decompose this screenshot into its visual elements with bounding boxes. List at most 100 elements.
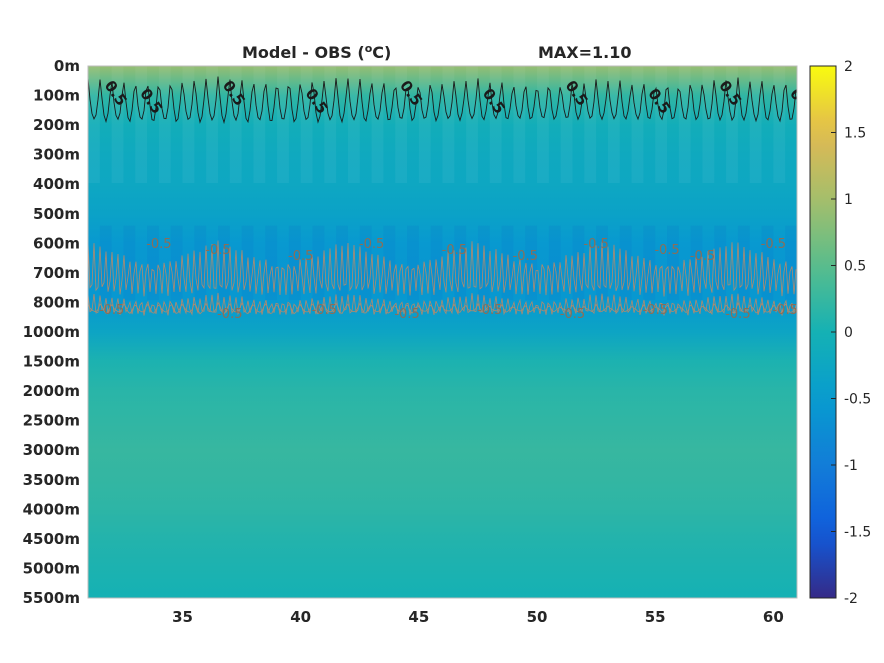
y-tick-label: 200m xyxy=(33,116,80,134)
season-stripe xyxy=(631,66,644,184)
season-stripe xyxy=(714,225,727,301)
season-stripe xyxy=(395,66,408,184)
season-stripe xyxy=(288,225,301,301)
y-tick-label: 3000m xyxy=(23,441,80,459)
contour-label-negative: -0.5 xyxy=(99,303,124,318)
season-stripe xyxy=(454,225,467,301)
season-stripe xyxy=(513,66,526,184)
y-tick-label: 4000m xyxy=(23,500,80,518)
x-axis-ticks: 35 40 45 50 55 60 xyxy=(172,608,784,626)
season-stripe xyxy=(560,66,573,184)
contour-label-negative: -0.5 xyxy=(560,307,585,322)
colorbar-tick-label: 2 xyxy=(844,59,853,75)
season-stripe xyxy=(477,225,490,301)
season-stripe xyxy=(158,66,171,184)
contour-label-negative: -0.5 xyxy=(394,307,419,322)
y-tick-label: 100m xyxy=(33,87,80,105)
season-stripe xyxy=(265,225,278,301)
colorbar-tick-label: 1 xyxy=(844,192,853,208)
season-stripe xyxy=(418,66,431,184)
contour-label-negative: -0.5 xyxy=(725,307,750,322)
contour-label-negative: -0.5 xyxy=(761,237,786,252)
season-stripe xyxy=(371,66,384,184)
season-stripe xyxy=(596,225,608,301)
y-tick-label: 0m xyxy=(54,57,80,75)
colorbar-tick-label: -2 xyxy=(844,591,858,607)
contour-label-negative: -0.5 xyxy=(217,307,242,322)
season-stripe xyxy=(300,66,313,184)
season-stripe xyxy=(182,66,195,184)
y-tick-label: 800m xyxy=(33,293,80,311)
y-tick-label: 1000m xyxy=(23,323,80,341)
contour-negative-line-mid xyxy=(88,292,797,316)
x-tick-label: 35 xyxy=(172,608,193,626)
contour-label-positive: 0.5 xyxy=(786,85,816,117)
title-text: Model - OBS ( xyxy=(242,43,365,62)
colorbar-tick-label: -1 xyxy=(844,458,858,474)
contour-label-negative: -0.5 xyxy=(654,243,679,258)
y-tick-label: 600m xyxy=(33,234,80,252)
colorbar-tick-label: 0.5 xyxy=(844,259,866,275)
season-stripe xyxy=(135,66,148,184)
season-stripe xyxy=(667,225,679,301)
season-stripe xyxy=(773,66,786,184)
season-stripe xyxy=(466,66,478,184)
colorbar-tick-label: -0.5 xyxy=(844,392,871,408)
contour-negative-line-lower xyxy=(88,301,797,315)
contour-label-negative: -0.5 xyxy=(288,249,313,264)
chart-title: Model - OBS (oC) xyxy=(242,42,391,62)
contour-label-negative: -0.5 xyxy=(442,243,467,258)
x-tick-label: 60 xyxy=(763,608,784,626)
season-stripe xyxy=(655,66,668,184)
contour-lines xyxy=(88,76,797,316)
y-tick-label: 4500m xyxy=(23,530,80,548)
season-stripe xyxy=(584,66,597,184)
season-stripe xyxy=(336,225,348,301)
season-stripe xyxy=(229,66,242,184)
season-stripe xyxy=(147,225,159,301)
season-stripe xyxy=(170,225,183,301)
colorbar-ticks: 2 1.5 1 0.5 0 -0.5 -1 -1.5 -2 xyxy=(831,59,871,607)
contour-label-negative: -0.5 xyxy=(513,249,538,264)
season-stripe xyxy=(537,66,549,184)
season-stripe xyxy=(123,225,136,301)
season-stripe xyxy=(194,225,207,301)
contour-label-negative: -0.5 xyxy=(583,237,608,252)
season-stripe xyxy=(749,66,762,184)
season-stripe xyxy=(726,66,738,184)
chart-max-label: MAX=1.10 xyxy=(538,43,632,62)
season-stripe xyxy=(324,66,337,184)
season-stripe xyxy=(619,225,632,301)
colorbar-tick-label: 1.5 xyxy=(844,126,866,142)
x-tick-label: 40 xyxy=(290,608,311,626)
y-tick-label: 3500m xyxy=(23,471,80,489)
season-stripe xyxy=(607,66,620,184)
x-tick-label: 50 xyxy=(527,608,548,626)
contour-label-negative: -0.5 xyxy=(477,303,502,318)
season-stripe xyxy=(217,225,230,301)
x-tick-label: 45 xyxy=(408,608,429,626)
season-stripe xyxy=(111,66,124,184)
y-tick-label: 500m xyxy=(33,205,80,223)
colorbar-tick-label: -1.5 xyxy=(844,525,871,541)
season-stripe xyxy=(88,66,100,184)
contour-negative-line-upper xyxy=(88,240,797,297)
plot-area: 0.5 0.5 0.5 0.5 0.5 0.5 0.5 0.5 0.5 0.5-0.5 -0.5 -0… xyxy=(88,66,816,598)
contour-label-negative: -0.5 xyxy=(205,243,230,258)
contour-label-negative: -0.5 xyxy=(690,249,715,264)
y-tick-label: 1500m xyxy=(23,353,80,371)
season-stripe xyxy=(407,225,419,301)
y-tick-label: 5000m xyxy=(23,559,80,577)
season-stripe xyxy=(702,66,715,184)
season-stripe xyxy=(347,66,360,184)
season-stripe xyxy=(678,66,691,184)
y-tick-label: 2500m xyxy=(23,412,80,430)
contour-label-negative: -0.5 xyxy=(146,237,171,252)
season-stripe xyxy=(525,225,538,301)
heatmap-field xyxy=(88,66,797,598)
season-stripe xyxy=(277,66,289,184)
season-stripe xyxy=(489,66,502,184)
contour-label-negative: -0.5 xyxy=(772,303,797,318)
y-tick-label: 700m xyxy=(33,264,80,282)
